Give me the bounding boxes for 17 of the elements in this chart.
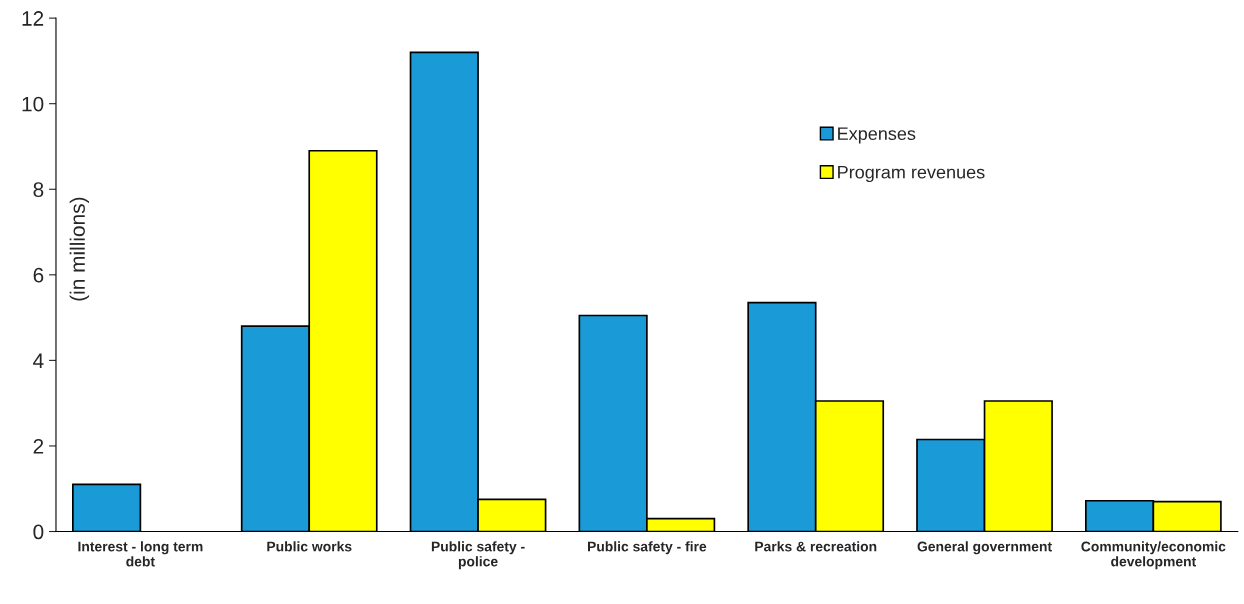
legend-label: Program revenues: [838, 165, 985, 183]
x-tick-label: Public safety - police: [431, 541, 525, 570]
x-tick-label: General government: [917, 541, 1052, 555]
y-tick-label: 4: [33, 353, 44, 368]
y-axis-title: (in millions): [69, 197, 90, 301]
x-tick-label: Community/economic development: [1081, 541, 1226, 570]
y-tick-label: 8: [33, 182, 44, 198]
legend-label: Expenses: [838, 127, 916, 144]
y-tick-label: 2: [33, 438, 44, 454]
x-tick-label: Public works: [267, 541, 352, 552]
y-tick-label: 12: [22, 11, 44, 26]
y-tick-label: 10: [22, 96, 44, 112]
y-tick-label: 6: [33, 267, 44, 283]
x-tick-label: Interest - long term debt: [78, 541, 203, 567]
y-tick-label: 0: [33, 524, 44, 540]
x-tick-label: Parks & recreation: [755, 541, 877, 552]
x-tick-label: Public safety - fire: [588, 541, 707, 555]
